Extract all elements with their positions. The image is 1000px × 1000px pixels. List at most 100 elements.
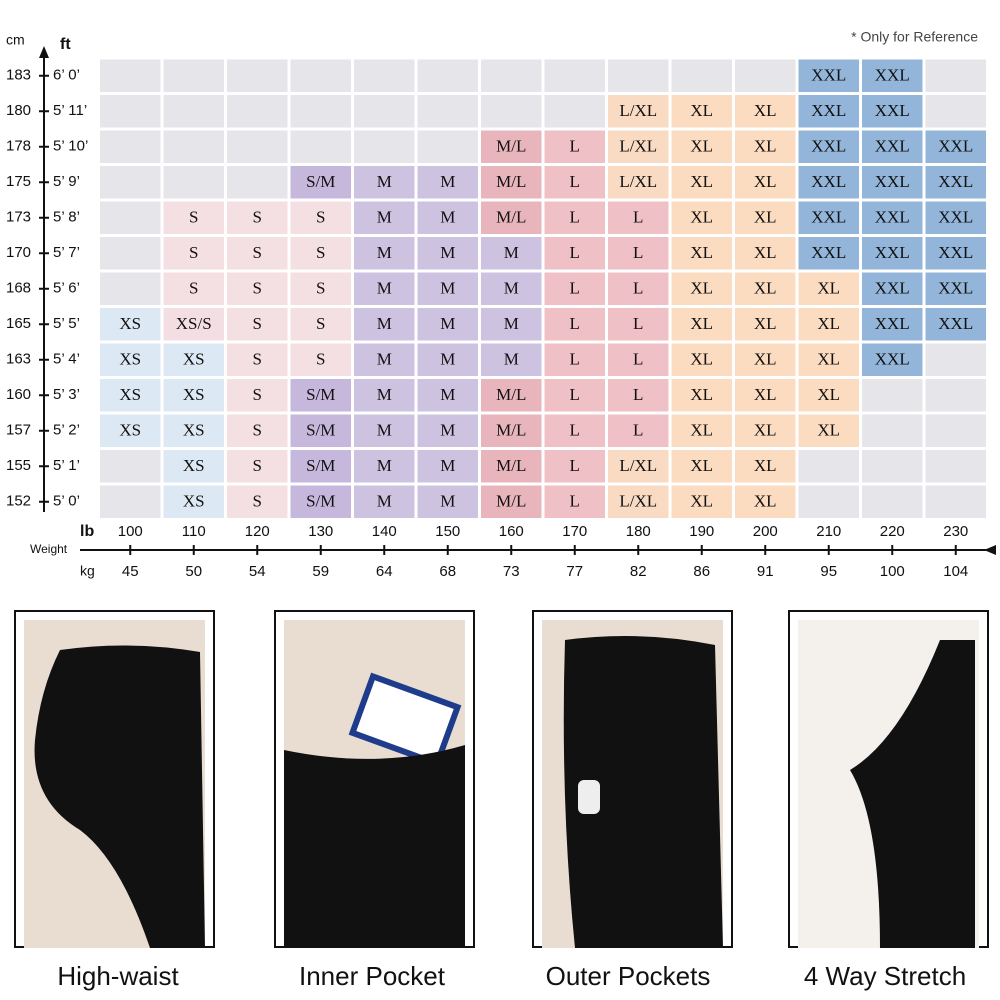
size-cell <box>290 59 351 92</box>
weight-lb: 160 <box>499 523 524 540</box>
size-cell <box>925 166 986 199</box>
size-label: M <box>440 208 455 227</box>
size-cell <box>925 201 986 234</box>
size-label: XS <box>183 456 205 475</box>
size-cell <box>544 343 605 376</box>
size-label: M <box>377 172 392 191</box>
size-cell <box>735 166 796 199</box>
size-cell <box>862 414 923 447</box>
cm-label: cm <box>6 32 25 48</box>
size-label: XXL <box>811 101 846 120</box>
size-cell <box>798 379 859 412</box>
size-label: XXL <box>875 314 910 333</box>
size-cell <box>481 59 542 92</box>
size-label: M <box>377 279 392 298</box>
legging <box>284 745 465 948</box>
weight-lb: 210 <box>816 523 841 540</box>
size-label: S/M <box>306 172 335 191</box>
size-cell <box>608 130 669 163</box>
size-cell <box>735 237 796 270</box>
size-label: L/XL <box>619 492 657 511</box>
size-cell <box>735 130 796 163</box>
size-label: M <box>377 350 392 369</box>
size-label: XL <box>817 279 840 298</box>
size-cell <box>417 201 478 234</box>
size-cell <box>354 379 415 412</box>
size-cell <box>417 414 478 447</box>
size-cell <box>290 379 351 412</box>
size-label: S <box>253 279 262 298</box>
size-label: M/L <box>496 208 526 227</box>
size-cell <box>544 272 605 305</box>
size-label: M <box>377 492 392 511</box>
size-label: M/L <box>496 137 526 156</box>
size-cell <box>290 95 351 128</box>
size-cell <box>735 343 796 376</box>
size-cell <box>544 308 605 341</box>
size-label: S <box>253 350 262 369</box>
size-label: XXL <box>938 137 973 156</box>
size-cell <box>608 414 669 447</box>
size-cell <box>354 201 415 234</box>
size-cell <box>862 272 923 305</box>
size-label: S <box>253 243 262 262</box>
size-cell <box>290 272 351 305</box>
height-cm: 152 <box>6 493 31 510</box>
size-cell <box>481 379 542 412</box>
height-cm: 178 <box>6 138 31 155</box>
size-cell <box>671 414 732 447</box>
size-cell <box>798 450 859 483</box>
feature-caption: Inner Pocket <box>299 961 446 991</box>
size-cell <box>227 450 288 483</box>
size-label: S <box>189 243 198 262</box>
weight-lb: 140 <box>372 523 397 540</box>
size-label: XL <box>754 279 777 298</box>
height-cm: 160 <box>6 386 31 403</box>
size-label: L/XL <box>619 101 657 120</box>
kg-label: kg <box>80 563 95 579</box>
size-cell <box>798 414 859 447</box>
size-cell <box>798 485 859 518</box>
weight-lb: 230 <box>943 523 968 540</box>
size-label: L <box>570 350 580 369</box>
height-ft: 5’ 4’ <box>53 351 80 368</box>
size-label: S/M <box>306 456 335 475</box>
size-cell <box>862 343 923 376</box>
size-label: XS <box>183 350 205 369</box>
size-cell <box>608 343 669 376</box>
weight-kg: 100 <box>880 563 905 580</box>
size-label: XXL <box>811 137 846 156</box>
size-cell <box>544 166 605 199</box>
size-cell <box>608 485 669 518</box>
size-label: L <box>570 208 580 227</box>
size-label: XXL <box>938 314 973 333</box>
size-label: L <box>633 279 643 298</box>
size-cell <box>798 95 859 128</box>
size-label: S <box>316 279 325 298</box>
size-cell <box>925 414 986 447</box>
size-cell <box>100 308 161 341</box>
height-cm: 180 <box>6 102 31 119</box>
weight-kg: 91 <box>757 563 774 580</box>
feature-caption: High-waist <box>57 961 179 991</box>
size-cell <box>862 59 923 92</box>
size-label: L <box>633 243 643 262</box>
weight-label: Weight <box>30 542 68 556</box>
size-cell <box>163 450 224 483</box>
size-label: XL <box>690 385 713 404</box>
size-label: XL <box>690 101 713 120</box>
size-cell <box>100 166 161 199</box>
size-label: L <box>570 243 580 262</box>
size-label: M <box>504 314 519 333</box>
size-cell <box>227 237 288 270</box>
size-label: S <box>316 350 325 369</box>
size-cell <box>735 59 796 92</box>
size-cell <box>417 272 478 305</box>
size-cell <box>735 485 796 518</box>
size-cell <box>100 450 161 483</box>
size-label: XL <box>690 243 713 262</box>
weight-kg: 68 <box>439 563 456 580</box>
size-cell <box>608 59 669 92</box>
size-cell <box>290 201 351 234</box>
size-label: S/M <box>306 385 335 404</box>
